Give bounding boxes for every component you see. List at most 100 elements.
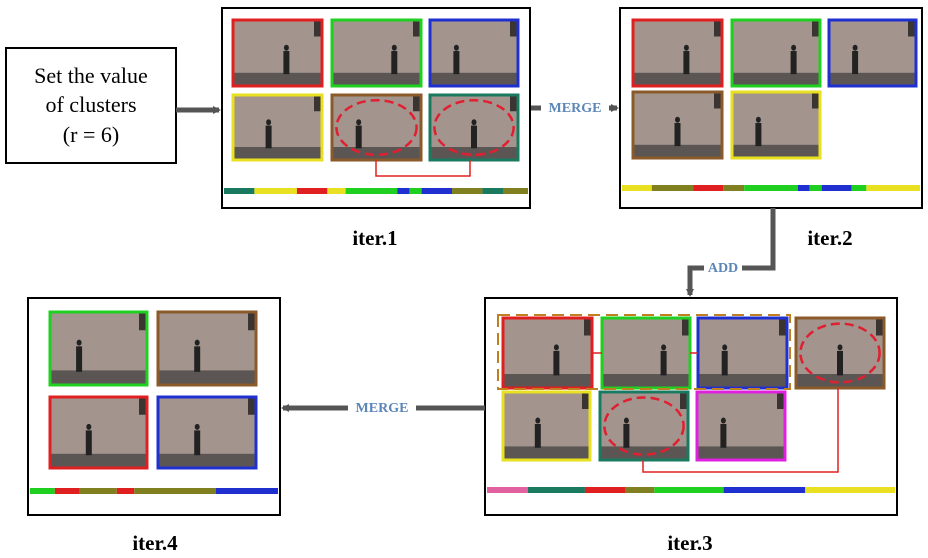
figure-head [554,344,559,350]
color-segment [798,185,810,191]
input-box-line: Set the value [34,63,148,88]
color-segment [585,487,626,493]
thumbnail-ground [829,73,916,86]
iter-label: iter.4 [132,531,178,555]
figure-body [194,430,200,455]
color-segment [654,487,723,493]
color-segment [254,188,297,194]
thumbnail-ground [50,454,147,468]
color-segment [297,188,327,194]
iter-label: iter.3 [667,531,712,555]
color-segment [528,487,585,493]
thumbnail-ground [732,145,820,158]
iter-label: iter.2 [807,226,852,250]
figure-body [553,351,559,376]
color-segment [134,488,216,494]
color-segment [652,185,694,191]
color-segment [822,185,852,191]
color-segment [482,188,503,194]
page: {"input_box": {"lines": ["Set the value"… [0,0,928,558]
figure-body [86,430,92,455]
thumbnail-ground [633,73,722,86]
thumbnail-ground [732,73,820,86]
figure-body [471,126,477,149]
thumbnail-ground [503,374,592,388]
figure-body [852,51,858,74]
color-segment [744,185,798,191]
figure-head [266,119,271,125]
figure-head [675,117,680,123]
figure-head [454,45,459,51]
figure-body [453,51,459,74]
color-segment [55,488,80,494]
figure-body [683,51,689,74]
figure-head [392,45,397,51]
color-segment [723,185,744,191]
figure-body [623,424,629,448]
arrow-label: MERGE [549,101,602,116]
color-segment [117,488,134,494]
thumbnail-ground [158,370,256,385]
figure-body [720,424,726,448]
thumbnail-ground [697,446,785,460]
figure-body [675,123,681,146]
figure-body [391,51,397,74]
thumbnail-ground [233,147,322,160]
color-segment [694,185,724,191]
figure-head [684,45,689,51]
color-segment [504,188,528,194]
color-segment [224,188,254,194]
color-segment [80,488,117,494]
diagram: Set the value of clusters (r = 6) MERGE … [0,0,928,558]
color-segment [422,188,452,194]
thumbnail-ground [332,73,421,86]
thumbnail-ground [332,147,421,160]
color-segment [622,185,652,191]
figure-head [838,344,843,350]
figure-head [195,424,200,430]
figure-body [661,351,667,376]
color-segment [724,487,806,493]
figure-body [76,346,82,372]
color-segment [452,188,482,194]
thumbnail-ground [50,370,147,385]
figure-body [755,123,761,146]
color-segment [30,488,55,494]
color-segment [866,185,920,191]
figure-head [535,418,540,424]
color-segment [626,487,655,493]
input-box-line: of clusters [45,92,136,117]
color-segment [810,185,822,191]
thumbnail-ground [430,73,518,86]
arrow-label: MERGE [356,401,409,416]
thumbnail-ground [430,147,518,160]
figure-head [756,117,761,123]
thumbnail-ground [633,145,722,158]
figure-body [283,51,289,74]
color-segment [397,188,409,194]
figure-head [195,340,200,346]
figure-body [791,51,797,74]
color-segment [487,487,528,493]
figure-head [722,344,727,350]
thumbnail-ground [503,446,590,460]
figure-body [837,351,843,376]
arrow [690,208,773,295]
arrow-label: ADD [708,261,738,276]
thumbnail-ground [600,446,688,460]
figure-head [624,418,629,424]
figure-body [535,424,541,448]
figure-head [284,45,289,51]
color-segment [216,488,278,494]
thumbnail-ground [233,73,322,86]
color-segment [327,188,345,194]
color-segment [805,487,895,493]
color-segment [346,188,398,194]
thumbnail-ground [796,374,884,388]
color-segment [409,188,421,194]
figure-head [77,340,82,346]
figure-head [661,344,666,350]
figure-body [722,351,728,376]
figure-head [86,424,91,430]
figure-body [356,126,362,149]
